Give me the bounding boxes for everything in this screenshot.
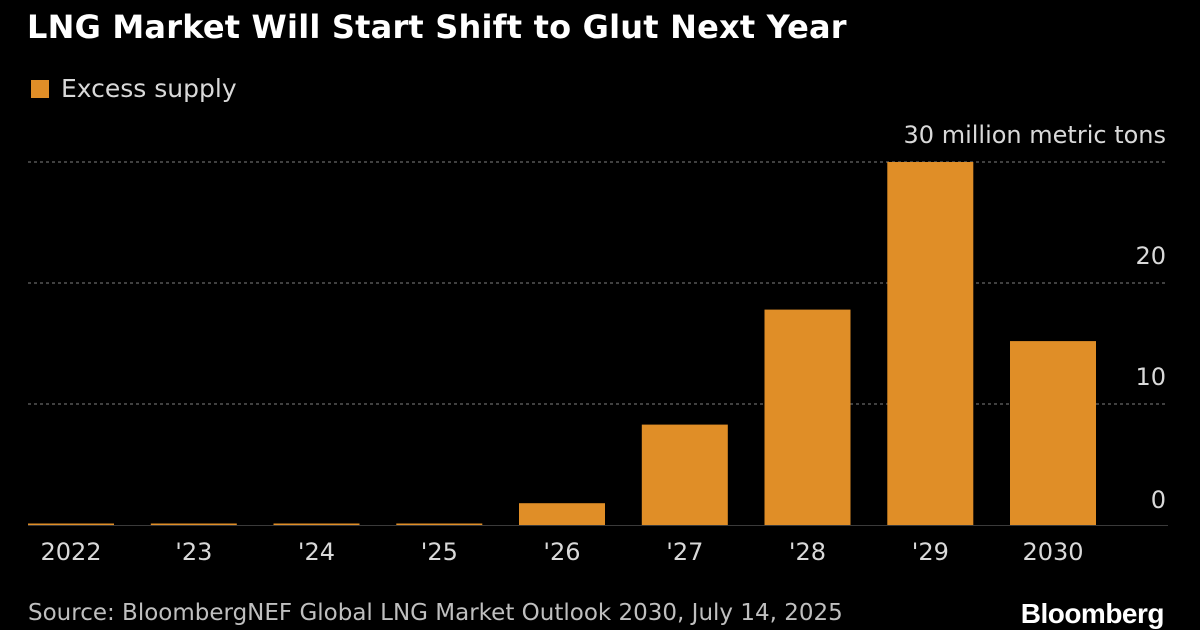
bars [28,162,1096,525]
gridlines [28,161,1168,526]
source-note: Source: BloombergNEF Global LNG Market O… [28,600,843,626]
y-tick-label-0: 0 [1151,486,1166,514]
bar-26 [519,503,605,525]
bloomberg-logo: Bloomberg [1020,598,1165,629]
y-tick-label-30: 30 million metric tons [904,121,1166,149]
legend-swatch-excess-supply [31,79,49,98]
x-tick-label-28: '28 [789,538,826,566]
y-tick-label-20: 20 [1135,242,1166,270]
chart-title: LNG Market Will Start Shift to Glut Next… [27,8,847,46]
bar-28 [764,309,851,525]
legend-label-excess-supply: Excess supply [61,74,237,103]
x-tick-label-29: '29 [912,538,949,566]
bar-25 [396,523,483,525]
bar-24 [273,523,360,525]
bar-2022 [28,523,114,525]
y-axis-tick-labels: 0 10 20 30 million metric tons [904,121,1166,514]
bar-2030 [1010,341,1096,525]
x-tick-label-25: '25 [421,538,458,566]
x-tick-label-2030: 2030 [1022,538,1083,566]
y-tick-label-10: 10 [1135,363,1166,391]
x-tick-label-2022: 2022 [40,538,101,566]
x-axis-tick-labels: 2022 '23 '24 '25 '26 '27 '28 '29 2030 [40,538,1083,566]
x-tick-label-23: '23 [175,538,212,566]
x-tick-label-24: '24 [298,538,335,566]
bar-27 [641,424,728,525]
bar-29 [887,162,974,525]
x-tick-label-27: '27 [666,538,703,566]
x-tick-label-26: '26 [543,538,580,566]
bar-23 [150,523,237,525]
legend: Excess supply [31,74,237,103]
